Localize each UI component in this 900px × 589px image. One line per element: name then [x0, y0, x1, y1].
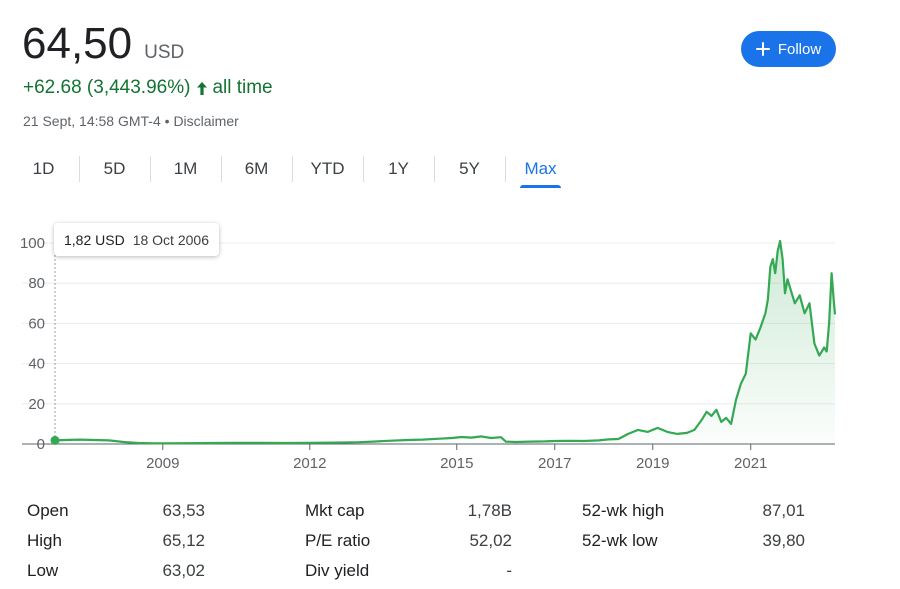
range-tab-1m[interactable]: 1M — [150, 150, 221, 188]
hover-tooltip: 1,82 USD 18 Oct 2006 — [54, 223, 219, 256]
tooltip-value: 1,82 USD — [64, 231, 125, 248]
price-change-value: +62.68 (3,443.96%) — [23, 77, 191, 98]
stat-value: 1,78B — [467, 501, 512, 520]
stat-value: 65,12 — [162, 531, 205, 550]
price-currency: USD — [144, 42, 185, 63]
quote-timestamp: 21 Sept, 14:58 GMT-4 — [23, 113, 161, 129]
range-tab-5d[interactable]: 5D — [79, 150, 150, 188]
tooltip-date: 18 Oct 2006 — [132, 231, 209, 248]
range-tab-ytd[interactable]: YTD — [292, 150, 363, 188]
stat-label: P/E ratio — [305, 531, 371, 550]
stat-value: 52,02 — [469, 531, 512, 550]
stat-label: Mkt cap — [305, 501, 365, 520]
stat-label: 52-wk high — [582, 501, 665, 520]
stat-value: 39,80 — [762, 531, 805, 550]
y-tick-label: 0 — [37, 436, 45, 453]
price-header: 64,50 USD — [22, 18, 184, 70]
follow-button[interactable]: Follow — [741, 31, 836, 67]
range-tabs: 1D 5D 1M 6M YTD 1Y 5Y Max — [8, 150, 576, 188]
stat-value: 63,02 — [162, 561, 205, 580]
hover-point — [50, 435, 60, 445]
y-tick-label: 20 — [28, 396, 45, 413]
range-tab-6m[interactable]: 6M — [221, 150, 292, 188]
arrow-up-icon — [196, 81, 208, 96]
stat-value: - — [506, 561, 512, 580]
stat-label: Open — [27, 501, 69, 520]
y-tick-label: 100 — [20, 235, 45, 252]
y-tick-label: 60 — [28, 315, 45, 332]
x-tick-label: 2009 — [146, 455, 179, 472]
stat-value: 63,53 — [162, 501, 205, 520]
stat-label: Div yield — [305, 561, 370, 580]
stat-label: High — [27, 531, 62, 550]
plus-icon — [755, 42, 770, 56]
disclaimer-link[interactable]: Disclaimer — [173, 113, 239, 129]
range-tab-1d[interactable]: 1D — [32, 159, 55, 178]
y-tick-label: 80 — [28, 275, 45, 292]
x-tick-label: 2019 — [636, 455, 669, 472]
price-area — [55, 241, 835, 444]
y-tick-label: 40 — [28, 356, 45, 373]
price-change: +62.68 (3,443.96%) all time — [23, 77, 273, 99]
quote-meta: 21 Sept, 14:58 GMT-4 • Disclaimer — [23, 113, 239, 129]
x-tick-label: 2021 — [734, 455, 767, 472]
price-change-period: all time — [212, 77, 273, 98]
price-line — [54, 239, 837, 445]
current-price: 64,50 — [22, 19, 133, 68]
meta-separator: • — [164, 113, 170, 129]
range-tab-max[interactable]: Max — [505, 150, 576, 188]
range-tab-5y[interactable]: 5Y — [434, 150, 505, 188]
x-tick-label: 2017 — [538, 455, 571, 472]
x-tick-label: 2015 — [440, 455, 473, 472]
range-tab-1y[interactable]: 1Y — [363, 150, 434, 188]
stat-label: 52-wk low — [582, 531, 658, 550]
stat-label: Low — [27, 561, 59, 580]
stat-value: 87,01 — [762, 501, 805, 520]
x-tick-label: 2012 — [293, 455, 326, 472]
follow-label: Follow — [777, 40, 822, 58]
